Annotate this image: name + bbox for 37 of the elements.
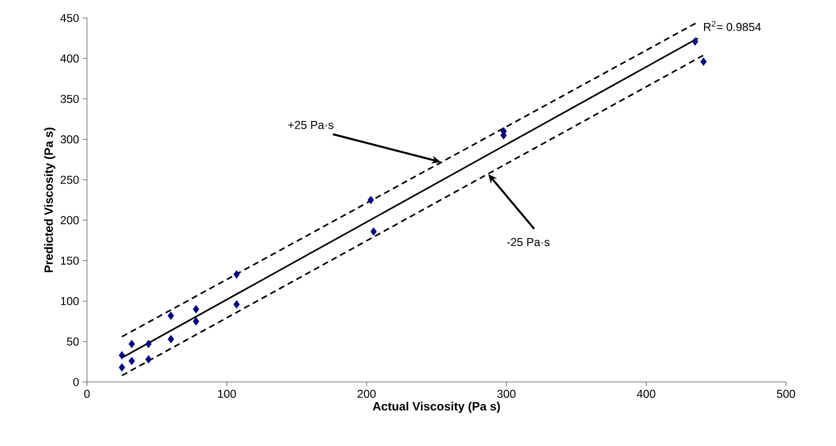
y-tick-label: 200 [60, 216, 79, 224]
point [168, 334, 174, 344]
x-tick-label: 100 [218, 390, 236, 398]
x-tick-label: 500 [776, 390, 796, 398]
point [368, 196, 374, 204]
x-axis-title: Actual Viscosity (Pa s) [372, 402, 500, 413]
y-tick-label: 450 [60, 14, 79, 22]
y-tick-label: 100 [60, 297, 79, 306]
point [700, 57, 707, 66]
point [692, 37, 698, 46]
y-tick-label: 400 [60, 54, 79, 62]
point [233, 270, 240, 279]
y-tick-label: 0 [73, 378, 79, 386]
annotation: R$^{2}$= 0.9854 [704, 20, 761, 32]
y-tick-label: 350 [60, 94, 79, 103]
y-tick-label: 250 [60, 176, 79, 184]
point [145, 355, 152, 364]
x-tick-label: 300 [497, 390, 516, 398]
point [168, 311, 174, 320]
point [128, 356, 135, 366]
point [118, 363, 126, 372]
y-tick-label: 300 [60, 135, 79, 144]
y-tick-label: 50 [66, 338, 79, 346]
x-tick-label: 0 [84, 390, 90, 398]
annotation: -25 Pa·s [507, 238, 550, 246]
x-tick-label: 200 [358, 390, 376, 398]
point [145, 340, 152, 348]
point [192, 305, 200, 314]
y-tick-label: 150 [60, 256, 79, 265]
point [192, 317, 200, 326]
annotation: +25 Pa·s [288, 120, 334, 130]
point [128, 340, 135, 348]
point [118, 351, 126, 360]
point [370, 227, 377, 236]
y-axis-title: Predicted Viscosity (Pa s) [44, 128, 56, 272]
x-tick-label: 400 [636, 390, 656, 398]
point [233, 300, 240, 309]
